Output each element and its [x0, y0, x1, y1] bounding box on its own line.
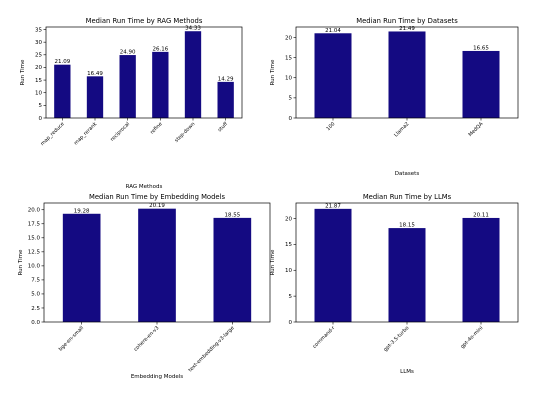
- x-tick-label: reciprocal: [109, 121, 131, 143]
- y-tick-label: 17.5: [28, 222, 41, 228]
- y-tick-label: 0.0: [31, 320, 40, 326]
- y-tick-label: 20.0: [28, 208, 41, 214]
- x-tick-label: stuff: [217, 121, 230, 134]
- y-tick-label: 20: [285, 35, 292, 41]
- y-tick-label: 0: [289, 116, 293, 122]
- chart-panel: 21.04 100 21.49 Llama2 16.65 MedQA 0 5 10 15 20 Med…: [270, 17, 519, 177]
- value-label: 19.28: [74, 208, 90, 214]
- value-label: 16.65: [473, 45, 489, 51]
- y-tick-label: 12.5: [28, 250, 41, 256]
- x-tick-label: Llama2: [393, 121, 410, 138]
- y-tick-label: 2.5: [31, 306, 40, 312]
- x-tick-label: 100: [325, 121, 336, 132]
- y-tick-label: 15.0: [28, 236, 41, 242]
- y-tick-label: 0: [39, 116, 43, 122]
- bar: [217, 81, 234, 118]
- chart-title: Median Run Time by LLMs: [363, 193, 452, 201]
- y-tick-label: 10: [285, 76, 292, 82]
- value-label: 26.16: [152, 46, 168, 52]
- bar: [184, 31, 202, 118]
- value-label: 20.11: [473, 212, 489, 218]
- y-tick-label: 15: [285, 242, 292, 248]
- x-tick-label: map_reduce: [40, 121, 66, 147]
- y-tick-label: 7.5: [31, 278, 40, 284]
- chart-title: Median Run Time by Datasets: [356, 17, 458, 25]
- y-tick-label: 10: [285, 268, 292, 274]
- value-label: 21.09: [54, 59, 70, 65]
- bar: [462, 217, 500, 322]
- value-label: 18.55: [224, 212, 240, 218]
- y-tick-label: 35: [35, 27, 42, 33]
- plot-frame: [45, 26, 243, 119]
- x-tick-label: refine: [149, 121, 163, 135]
- plot-frame: [295, 202, 519, 323]
- x-tick-label: cohere-en-v3: [133, 325, 161, 353]
- x-tick-label: bge-en-small: [58, 325, 85, 352]
- value-label: 34.33: [185, 26, 201, 32]
- x-tick-label: map_rerank: [73, 121, 98, 146]
- y-tick-label: 30: [35, 40, 42, 46]
- bar: [388, 228, 426, 322]
- y-tick-label: 10: [35, 91, 42, 97]
- y-tick-label: 25: [35, 53, 42, 59]
- plot-frame: [43, 202, 271, 323]
- x-axis-label: LLMs: [400, 369, 414, 375]
- value-label: 20.19: [149, 203, 165, 209]
- value-label: 21.04: [325, 28, 341, 34]
- bar: [54, 64, 71, 118]
- bar: [314, 33, 352, 118]
- y-tick-label: 15: [35, 78, 42, 84]
- bar: [62, 213, 101, 322]
- x-axis-label: Datasets: [395, 171, 420, 177]
- y-tick-label: 20: [35, 65, 42, 71]
- chart-panel: 21.87 command-r 18.15 gpt-3.5-turbo 20.11 gpt…: [270, 193, 519, 375]
- bar: [388, 31, 426, 118]
- bar: [138, 208, 176, 322]
- y-tick-label: 20: [285, 216, 292, 222]
- value-label: 21.87: [325, 203, 341, 209]
- y-tick-label: 5.0: [31, 292, 40, 298]
- y-axis-label: Run Time: [270, 249, 276, 275]
- y-axis-label: Run Time: [18, 249, 24, 275]
- chart-title: Median Run Time by Embedding Models: [89, 193, 225, 201]
- value-label: 14.29: [218, 76, 234, 82]
- y-tick-label: 10.0: [28, 264, 41, 270]
- chart-title: Median Run Time by RAG Methods: [86, 17, 203, 25]
- y-tick-label: 0: [289, 320, 293, 326]
- x-axis-label: RAG Methods: [126, 184, 163, 190]
- chart-panel: 21.09 map_reduce 16.49 map_rerank 24.90 recip…: [20, 17, 243, 190]
- x-tick-label: gpt-4o-mini: [460, 325, 485, 350]
- x-tick-label: MedQA: [467, 121, 484, 138]
- chart-panel: 19.28 bge-en-small 20.19 cohere-en-v3 18.55 t…: [18, 193, 271, 380]
- plot-frame: [295, 26, 519, 119]
- x-tick-label: text-embedding-v3-large: [187, 325, 235, 373]
- bar: [152, 51, 169, 119]
- x-tick-label: step-down: [174, 121, 197, 144]
- value-label: 21.49: [399, 26, 415, 32]
- bar: [86, 76, 104, 118]
- y-tick-label: 15: [285, 55, 292, 61]
- y-tick-label: 5: [289, 294, 293, 300]
- bar: [462, 50, 500, 118]
- value-label: 24.90: [120, 50, 136, 56]
- y-axis-label: Run Time: [270, 59, 276, 85]
- y-axis-label: Run Time: [20, 59, 26, 85]
- x-tick-label: command-r: [312, 325, 337, 350]
- bar: [314, 208, 352, 322]
- y-tick-label: 5: [289, 96, 293, 102]
- bar: [213, 217, 252, 323]
- x-axis-label: Embedding Models: [131, 374, 183, 380]
- value-label: 18.15: [399, 223, 415, 229]
- x-tick-label: gpt-3.5-turbo: [383, 325, 411, 353]
- y-tick-label: 5: [39, 103, 43, 109]
- value-label: 16.49: [87, 71, 103, 77]
- bar: [119, 55, 136, 118]
